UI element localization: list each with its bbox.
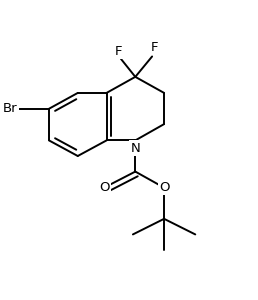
Text: F: F [115, 45, 122, 58]
Text: N: N [131, 142, 140, 154]
Text: O: O [99, 181, 109, 194]
Text: Br: Br [3, 102, 18, 115]
Text: F: F [151, 41, 158, 54]
Text: O: O [159, 181, 169, 194]
